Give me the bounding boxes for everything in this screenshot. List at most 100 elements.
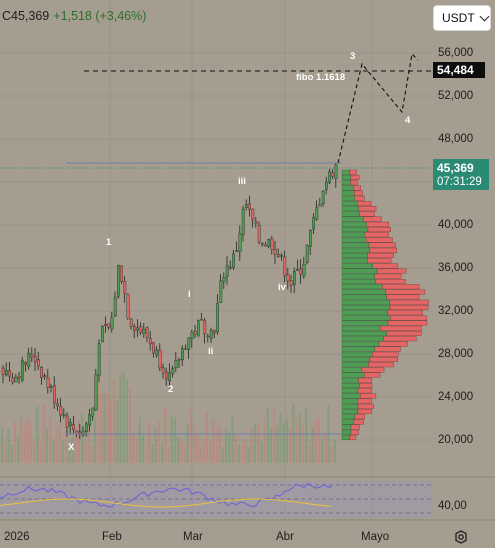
- volume-profile-bar: [341, 419, 355, 425]
- volume-bar: [209, 440, 212, 463]
- candle-body: [293, 271, 296, 285]
- candle-body: [299, 268, 303, 275]
- volume-bar: [93, 417, 96, 463]
- volume-profile-bar: [341, 258, 368, 264]
- candle-body: [184, 348, 187, 350]
- volume-profile-bar: [364, 232, 389, 238]
- candle-body: [139, 326, 143, 333]
- volume-profile-bar: [341, 247, 370, 253]
- volume-profile-bar: [341, 367, 363, 373]
- candle-body: [296, 268, 299, 271]
- volume-bar: [247, 446, 250, 463]
- symbol-price: C45,369: [2, 9, 50, 23]
- candle-body: [209, 329, 213, 339]
- candle-body: [309, 230, 312, 247]
- volume-bar: [65, 432, 68, 463]
- volume-bar: [154, 427, 157, 463]
- candle-body: [30, 354, 34, 358]
- currency-selector[interactable]: USDT: [433, 5, 491, 31]
- volume-bar: [301, 425, 304, 463]
- candle-body: [321, 190, 325, 205]
- wave-label: 3: [350, 51, 356, 62]
- volume-bar: [132, 433, 135, 463]
- candle-body: [267, 239, 271, 247]
- wave-label: X: [68, 442, 75, 453]
- candle-body: [174, 360, 178, 369]
- volume-bar: [84, 441, 87, 463]
- volume-bar: [71, 437, 74, 463]
- volume-bar: [177, 437, 180, 463]
- volume-bar: [20, 418, 23, 463]
- volume-profile-bar: [341, 180, 351, 186]
- volume-profile-bar: [364, 372, 381, 378]
- candle-body: [171, 368, 175, 375]
- volume-bar: [58, 423, 61, 463]
- volume-profile-bar: [354, 190, 363, 196]
- volume-profile-bar: [358, 206, 377, 212]
- volume-bar: [289, 428, 292, 463]
- volume-bar: [90, 445, 93, 463]
- volume-bar: [170, 416, 173, 463]
- volume-profile-bar: [341, 398, 358, 404]
- volume-bar: [317, 417, 320, 463]
- volume-bar: [39, 442, 42, 463]
- volume-bar: [26, 417, 29, 463]
- volume-profile-bar: [366, 221, 389, 227]
- candle-body: [123, 281, 127, 294]
- volume-profile-bar: [357, 403, 374, 409]
- volume-bar: [151, 443, 154, 463]
- volume-bar: [42, 404, 45, 463]
- volume-profile-bar: [367, 258, 392, 264]
- volume-bar: [311, 426, 314, 463]
- candle-body: [21, 360, 24, 381]
- candle-body: [232, 253, 235, 268]
- volume-bar: [279, 412, 282, 463]
- candle-body: [110, 317, 114, 330]
- volume-bar: [183, 444, 186, 463]
- volume-profile-bar: [341, 336, 384, 342]
- volume-bar: [193, 425, 196, 463]
- volume-bar: [103, 393, 106, 463]
- candle-body: [164, 371, 168, 380]
- volume-bar: [282, 423, 285, 463]
- candle-body: [261, 243, 264, 246]
- candle-body: [289, 280, 293, 286]
- price-axis-label: 40,000: [438, 219, 474, 231]
- candle-body: [104, 324, 108, 326]
- volume-bar: [330, 446, 333, 463]
- rsi-axis-label: 40,00: [438, 500, 467, 512]
- gear-icon[interactable]: [454, 530, 468, 544]
- candle-body: [235, 250, 239, 252]
- candle-body: [37, 359, 40, 367]
- volume-bar: [148, 421, 151, 463]
- candle-body: [238, 233, 242, 252]
- candle-body: [158, 349, 162, 369]
- volume-bar: [305, 408, 308, 463]
- time-axis-label: Feb: [102, 531, 122, 543]
- volume-profile-bar: [341, 237, 367, 243]
- candle-body: [152, 342, 155, 354]
- candle-body: [136, 327, 139, 331]
- volume-bar: [119, 374, 122, 463]
- volume-profile-bar: [341, 185, 354, 191]
- volume-profile-bar: [368, 242, 396, 248]
- candle-body: [145, 327, 149, 338]
- volume-bar: [29, 422, 32, 463]
- volume-profile-bar: [361, 367, 385, 373]
- volume-profile-bar: [341, 315, 391, 321]
- volume-bar: [122, 371, 125, 463]
- volume-profile-bar: [341, 320, 389, 326]
- candle-body: [94, 374, 98, 411]
- wave-projection-line: [337, 52, 419, 164]
- volume-bar: [263, 418, 266, 463]
- volume-profile-bar: [341, 299, 390, 305]
- candle-body: [325, 181, 328, 190]
- volume-bar: [106, 392, 109, 463]
- candle-body: [4, 370, 8, 376]
- volume-bar: [250, 428, 253, 463]
- volume-profile-bar: [349, 435, 357, 440]
- candle-body: [286, 274, 290, 282]
- volume-profile-bar: [354, 414, 365, 420]
- volume-profile-bar: [366, 237, 393, 243]
